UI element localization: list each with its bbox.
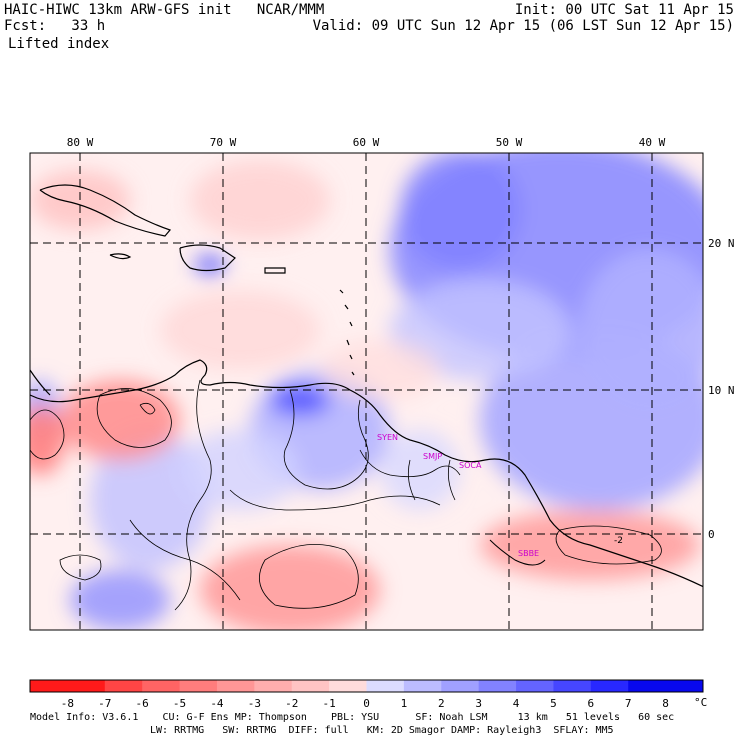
colorbar-tick-label: 0: [363, 697, 370, 710]
station-syen: SYEN: [377, 433, 398, 442]
colorbar-segment: [104, 680, 143, 692]
colorbar-tick-label: -2: [285, 697, 299, 710]
colorbar-segment: [254, 680, 293, 692]
colorbar-tick-label: 3: [475, 697, 482, 710]
lon-label: 80 W: [67, 136, 94, 149]
colorbar-segment: [403, 680, 442, 692]
colorbar-segment: [478, 680, 517, 692]
colorbar-segment: [366, 680, 405, 692]
station-smjp: SMJP: [423, 452, 442, 461]
station-labels: SYEN SMJP SOCA SBBE: [377, 433, 539, 558]
station-sbbe: SBBE: [518, 549, 539, 558]
colorbar-segment: [329, 680, 367, 692]
colorbar-tick-label: -1: [322, 697, 336, 710]
field-name: Lifted index: [8, 36, 110, 52]
colorbar-tick-label: 2: [437, 697, 445, 710]
colorbar-tick-label: -8: [60, 697, 74, 710]
model-info-line2: LW: RRTMG SW: RRTMG DIFF: full KM: 2D Sm…: [150, 725, 614, 736]
header-title: HAIC-HIWC 13km ARW-GFS init NCAR/MMM: [4, 2, 325, 18]
colorbar-tick-label: 5: [550, 697, 557, 710]
colorbar-segment: [516, 680, 554, 692]
model-info-line1: Model Info: V3.6.1 CU: G-F Ens MP: Thomp…: [30, 712, 675, 723]
colorbar-segment: [67, 680, 106, 692]
lat-label: 20 N: [708, 237, 735, 250]
lon-label: 60 W: [353, 136, 380, 149]
colorbar: [29, 679, 704, 693]
colorbar-segment: [291, 680, 330, 692]
grid-lines: [30, 153, 703, 630]
colorbar-segment: [142, 680, 181, 692]
lat-label: 0: [708, 528, 715, 541]
lat-label: 10 N: [708, 384, 735, 397]
init-time: Init: 00 UTC Sat 11 Apr 15: [514, 2, 734, 18]
colorbar-tick-label: 1: [400, 697, 408, 710]
lon-label: 70 W: [210, 136, 237, 149]
colorbar-segment: [628, 680, 667, 692]
colorbar-unit: °C: [694, 696, 708, 709]
colorbar-tick-label: 7: [624, 697, 632, 710]
colorbar-frame: [29, 679, 704, 693]
colorbar-tick-label: -5: [172, 697, 187, 710]
colorbar-segment: [590, 680, 629, 692]
colorbar-tick-label: -7: [98, 697, 112, 710]
colorbar-tick-label: 8: [662, 697, 669, 710]
colorbar-segment: [553, 680, 592, 692]
colorbar-tick-label: 6: [587, 697, 595, 710]
station-soca: SOCA: [459, 461, 482, 470]
lifted-index-field: [30, 153, 703, 630]
lon-label: 50 W: [496, 136, 523, 149]
coastlines: [30, 184, 703, 611]
colorbar-segment: [216, 680, 255, 692]
colorbar-segment: [665, 680, 704, 692]
map-border: [29, 152, 704, 631]
colorbar-segment: [179, 680, 218, 692]
colorbar-tick-label: 4: [512, 697, 520, 710]
colorbar-segment: [441, 680, 480, 692]
forecast-hour: Fcst: 33 h: [4, 18, 106, 34]
axis-labels: 80 W 70 W 60 W 50 W 40 W 20 N 10 N 0: [67, 136, 735, 541]
lon-label: 40 W: [639, 136, 666, 149]
colorbar-tick-label: -6: [135, 697, 149, 710]
valid-time: Valid: 09 UTC Sun 12 Apr 15 (06 LST Sun …: [312, 18, 734, 34]
colorbar-tick-label: -3: [247, 697, 261, 710]
contour-label: -2: [614, 536, 623, 546]
colorbar-tick-label: -4: [210, 697, 224, 710]
colorbar-segment: [30, 680, 68, 692]
